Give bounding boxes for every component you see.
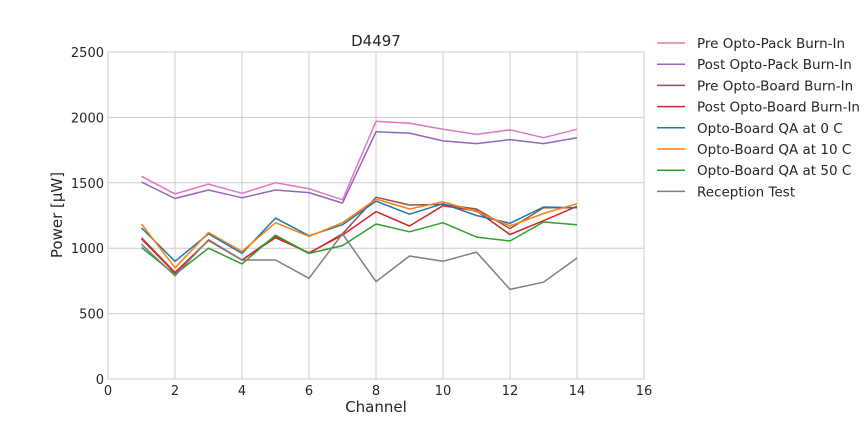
x-axis-label: Channel — [345, 398, 407, 416]
series-line — [141, 120, 578, 201]
series-line — [140, 200, 578, 263]
x-tick-label: 14 — [569, 384, 586, 399]
plot-frame — [107, 51, 645, 380]
legend-label: Post Opto-Board Burn-In — [697, 100, 860, 116]
legend-label: Opto-Board QA at 50 C — [697, 163, 851, 179]
x-tick-label: 0 — [104, 384, 112, 399]
y-tick-label: 1500 — [71, 177, 104, 192]
series-line — [141, 131, 578, 204]
x-tick-label: 12 — [502, 384, 519, 399]
y-tick-label: 2000 — [71, 111, 104, 126]
legend-label: Opto-Board QA at 0 C — [697, 121, 843, 137]
x-tick-label: 6 — [305, 384, 313, 399]
chart-title: D4497 — [351, 32, 401, 50]
legend: Pre Opto-Pack Burn-In Post Opto-Pack Burn… — [657, 36, 860, 200]
y-tick-label: 2500 — [71, 46, 104, 61]
x-tick-label: 16 — [636, 384, 653, 399]
legend-label: Reception Test — [697, 184, 795, 200]
legend-label: Opto-Board QA at 10 C — [697, 142, 851, 158]
series-line — [140, 198, 578, 269]
legend-label: Post Opto-Pack Burn-In — [697, 57, 852, 73]
y-axis-label: Power [μW] — [48, 172, 66, 258]
y-tick-label: 0 — [96, 373, 104, 388]
y-tick-label: 500 — [79, 308, 104, 323]
series-layer — [140, 120, 578, 291]
tick-labels: 0 2 4 6 8 10 12 14 16 0 500 1000 1500 2000 2500 — [71, 46, 652, 399]
x-tick-label: 8 — [372, 384, 380, 399]
y-tick-label: 1000 — [71, 242, 104, 257]
x-tick-label: 2 — [171, 384, 179, 399]
legend-label: Pre Opto-Pack Burn-In — [697, 36, 845, 52]
x-tick-label: 4 — [238, 384, 246, 399]
series-line — [140, 233, 578, 291]
series-line — [141, 221, 578, 276]
legend-label: Pre Opto-Board Burn-In — [697, 78, 853, 94]
x-tick-label: 10 — [435, 384, 452, 399]
